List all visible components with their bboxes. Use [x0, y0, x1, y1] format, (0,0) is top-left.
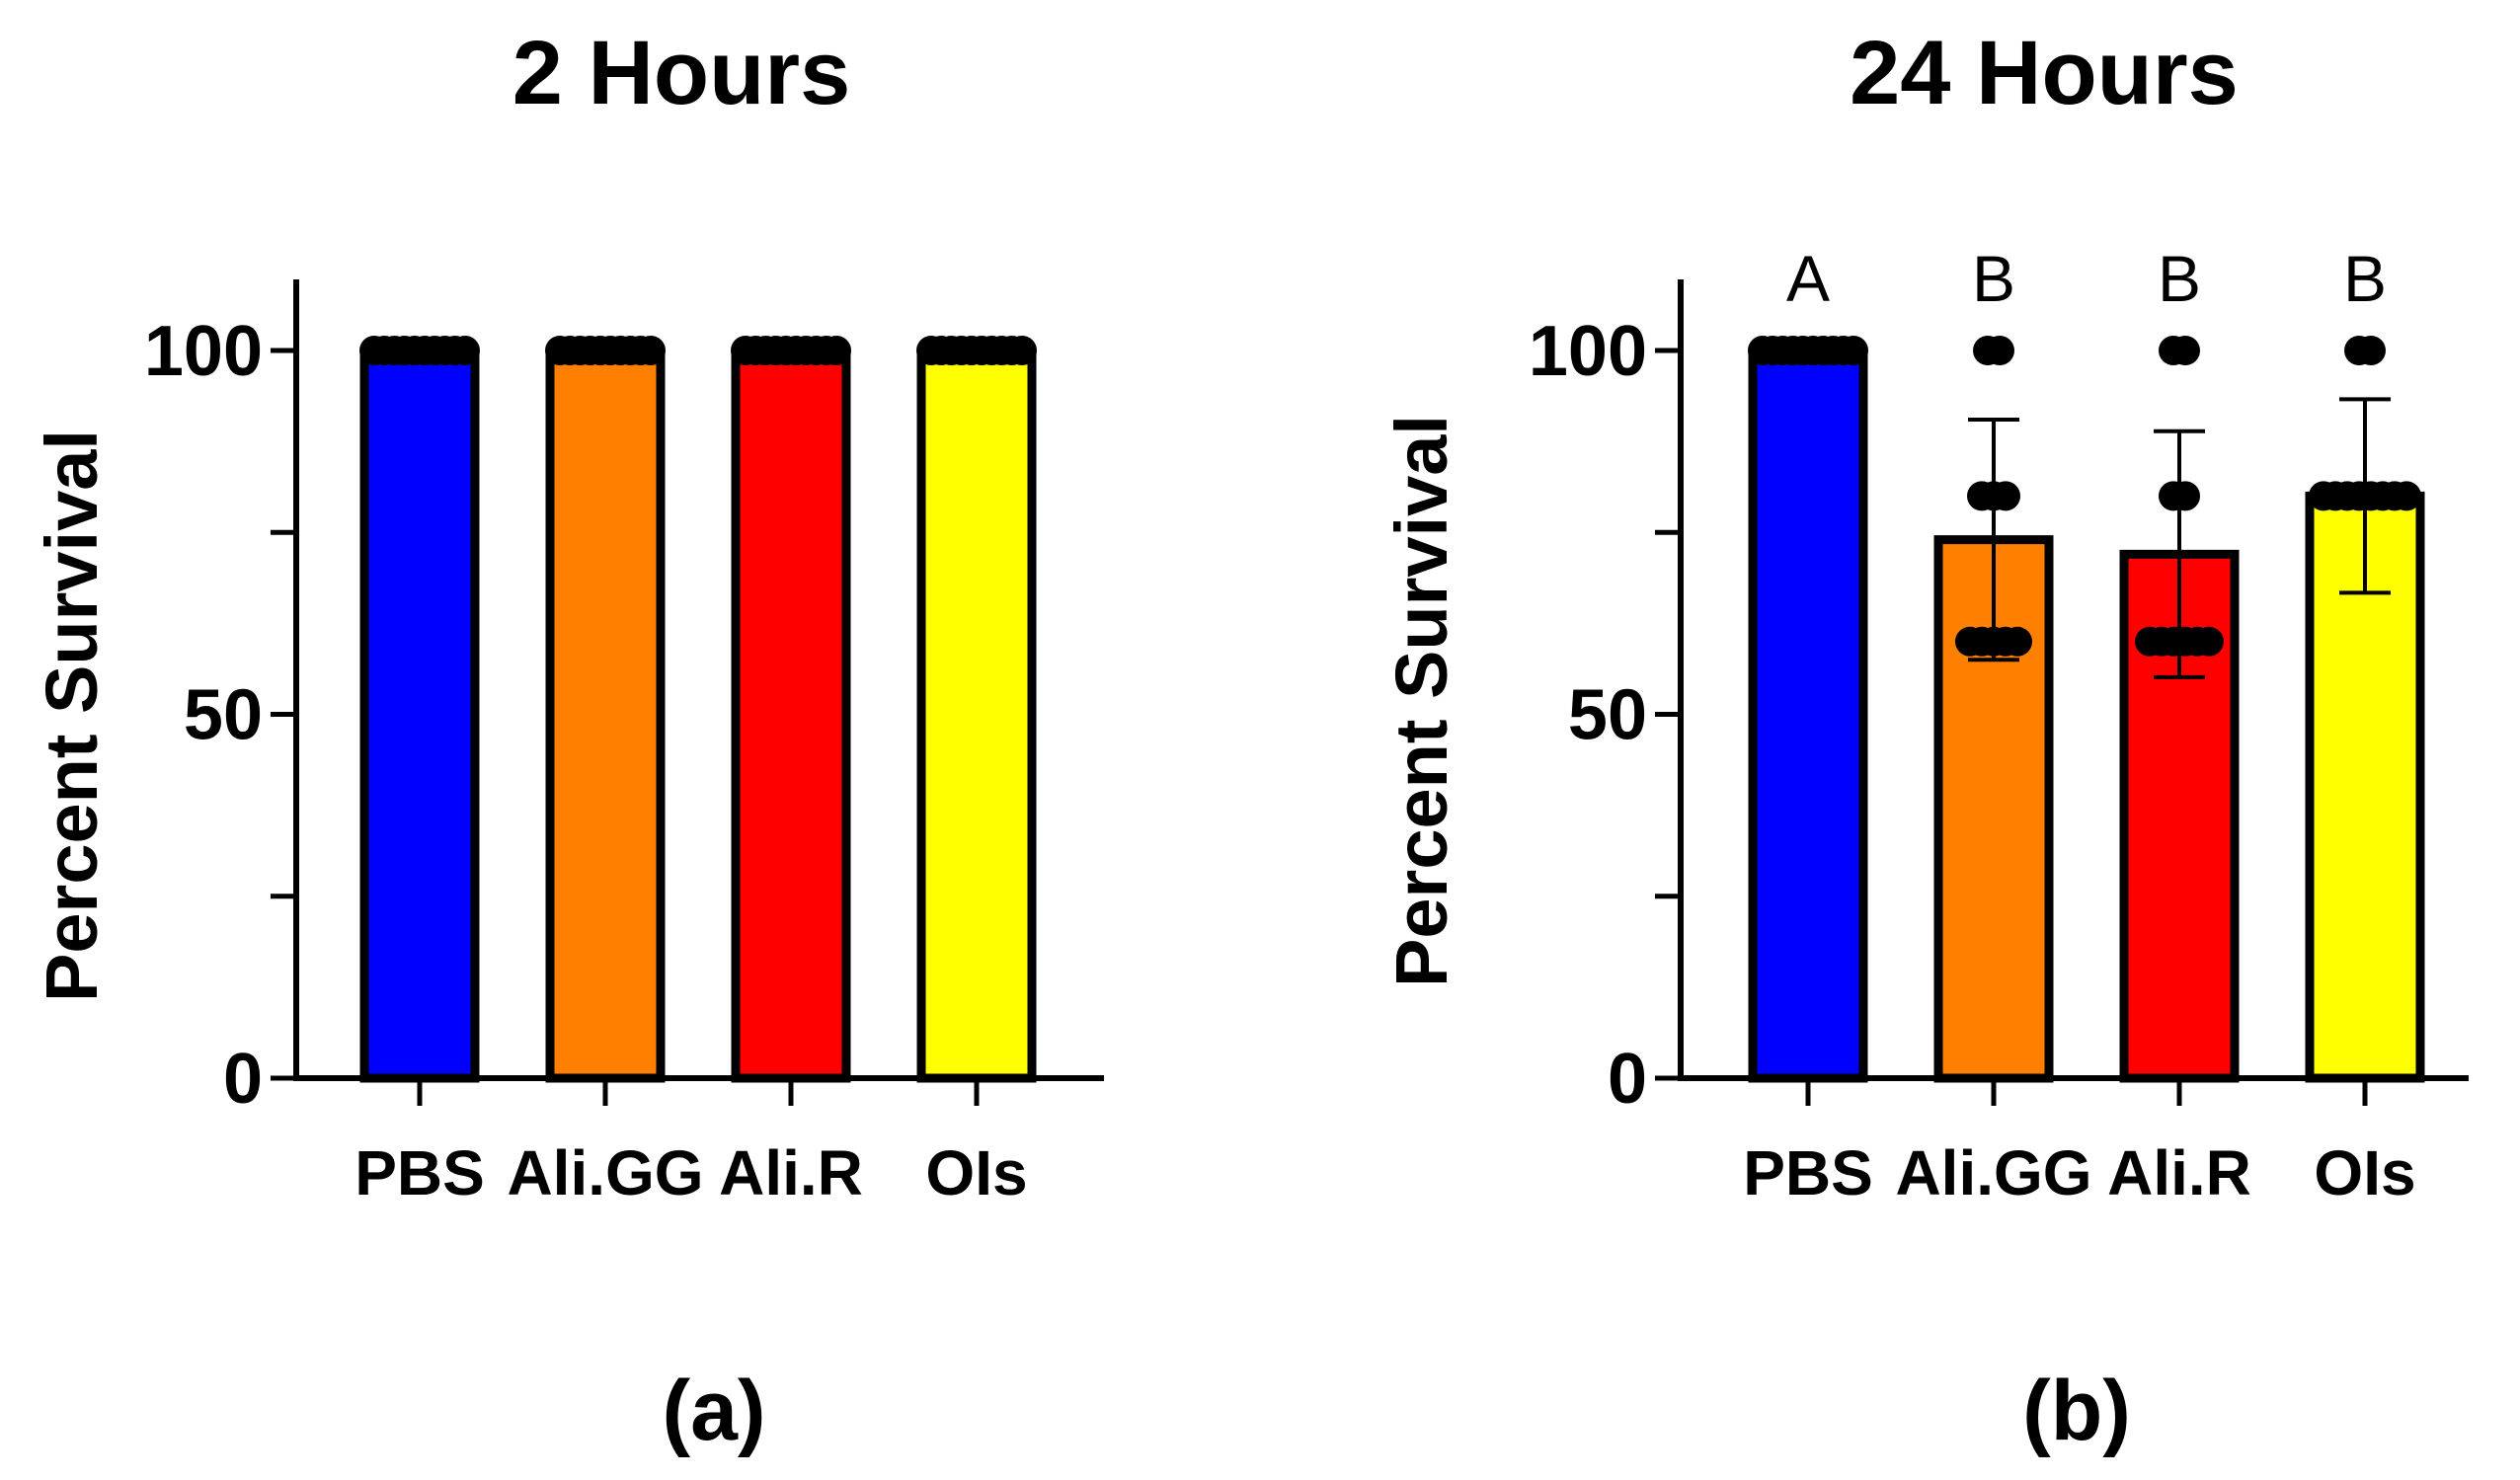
y-axis-label: Percent Survival: [31, 429, 113, 1002]
data-point: [2392, 481, 2421, 511]
x-tick-label: Ali.R: [2107, 1137, 2251, 1208]
panel-label: (b): [2022, 1363, 2131, 1458]
y-tick-label: 50: [1568, 676, 1647, 755]
chart-panel-b: 24 Hours Percent Survival A B B B 0 50 100 PB…: [1380, 23, 2469, 1458]
y-ticks: 0 50 100: [1529, 312, 1681, 1119]
y-tick-label: 100: [1529, 312, 1647, 391]
chart-title: 24 Hours: [1850, 23, 2239, 123]
bars: [1748, 346, 2425, 1083]
data-point: [636, 336, 666, 365]
data-point: [1007, 336, 1037, 365]
data-points: [359, 336, 1037, 365]
data-point: [822, 336, 851, 365]
x-tick-label: PBS: [354, 1137, 485, 1208]
data-point: [2170, 336, 2200, 365]
x-tick-label: OIs: [925, 1137, 1027, 1208]
data-point: [2003, 626, 2032, 657]
significance-letter: A: [1786, 242, 1830, 315]
bars: [359, 346, 1037, 1083]
y-axis-label: Percent Survival: [1380, 415, 1462, 987]
bar: [545, 346, 666, 1083]
x-tick-label: OIs: [2314, 1137, 2415, 1208]
bar: [731, 346, 851, 1083]
bar: [1748, 346, 1868, 1083]
y-tick-label: 0: [223, 1040, 263, 1119]
panel-label: (a): [662, 1363, 765, 1458]
chart-panel-a: 2 Hours Percent Survival 0 50 100 PBS Ali.G…: [31, 23, 1104, 1458]
significance-letter: B: [1972, 242, 2015, 315]
data-point: [2356, 336, 2386, 365]
bar: [359, 346, 480, 1083]
y-tick-label: 0: [1608, 1040, 1647, 1119]
data-points: [1748, 336, 2421, 657]
significance-letter: B: [2158, 242, 2201, 315]
x-tick-label: PBS: [1743, 1137, 1873, 1208]
data-point: [2194, 626, 2224, 657]
data-point: [1991, 481, 2020, 511]
x-tick-label: Ali.R: [719, 1137, 863, 1208]
x-ticks: PBS Ali.GG Ali.R OIs: [1743, 1078, 2416, 1208]
y-ticks: 0 50 100: [144, 312, 296, 1119]
significance-letter: B: [2343, 242, 2387, 315]
x-ticks: PBS Ali.GG Ali.R OIs: [354, 1078, 1028, 1208]
y-tick-label: 50: [184, 676, 263, 755]
x-tick-label: Ali.GG: [1895, 1137, 2091, 1208]
bar: [916, 346, 1037, 1083]
data-point: [1839, 336, 1868, 365]
data-point: [1985, 336, 2014, 365]
data-point: [450, 336, 480, 365]
chart-title: 2 Hours: [512, 23, 851, 123]
data-point: [2170, 481, 2200, 511]
x-tick-label: Ali.GG: [507, 1137, 703, 1208]
y-tick-label: 100: [144, 312, 263, 391]
